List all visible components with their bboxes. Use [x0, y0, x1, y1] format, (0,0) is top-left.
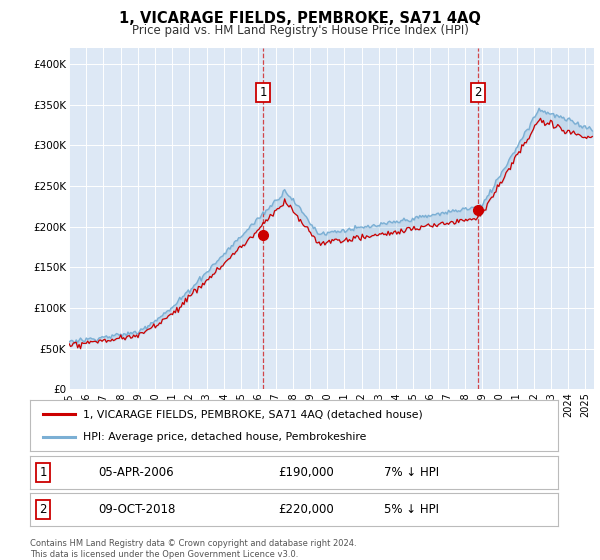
- Text: £220,000: £220,000: [278, 503, 334, 516]
- Text: 5% ↓ HPI: 5% ↓ HPI: [384, 503, 439, 516]
- Text: 7% ↓ HPI: 7% ↓ HPI: [384, 466, 439, 479]
- Text: Price paid vs. HM Land Registry's House Price Index (HPI): Price paid vs. HM Land Registry's House …: [131, 24, 469, 36]
- Text: 1, VICARAGE FIELDS, PEMBROKE, SA71 4AQ (detached house): 1, VICARAGE FIELDS, PEMBROKE, SA71 4AQ (…: [83, 409, 422, 419]
- Text: 1, VICARAGE FIELDS, PEMBROKE, SA71 4AQ: 1, VICARAGE FIELDS, PEMBROKE, SA71 4AQ: [119, 11, 481, 26]
- Text: 05-APR-2006: 05-APR-2006: [98, 466, 174, 479]
- Text: 09-OCT-2018: 09-OCT-2018: [98, 503, 176, 516]
- Text: 1: 1: [40, 466, 47, 479]
- Text: HPI: Average price, detached house, Pembrokeshire: HPI: Average price, detached house, Pemb…: [83, 432, 366, 442]
- Text: Contains HM Land Registry data © Crown copyright and database right 2024.
This d: Contains HM Land Registry data © Crown c…: [30, 539, 356, 559]
- Text: 2: 2: [475, 86, 482, 99]
- Text: £190,000: £190,000: [278, 466, 334, 479]
- Text: 2: 2: [40, 503, 47, 516]
- Text: 1: 1: [259, 86, 267, 99]
